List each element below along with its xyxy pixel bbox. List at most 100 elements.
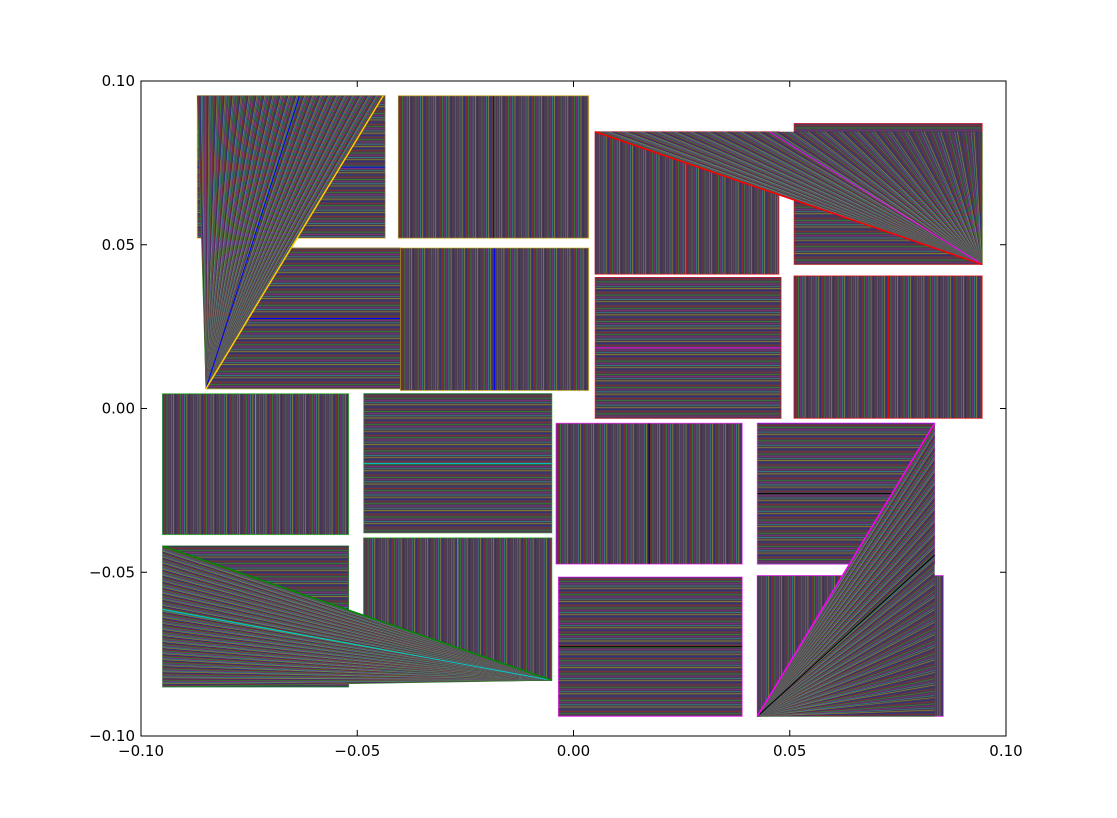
ray-line [757, 661, 935, 717]
y-tick-label: −0.05 [89, 563, 135, 581]
plot-area [162, 95, 983, 717]
ray-line [757, 680, 935, 717]
ray-line [896, 131, 983, 265]
ray-line [757, 653, 935, 717]
ray-line [901, 131, 983, 265]
hatch-panel-13 [555, 422, 743, 565]
ray-line [757, 657, 935, 717]
ray-line [757, 676, 935, 717]
y-tick-label: 0.00 [102, 400, 135, 418]
panel-outline [793, 275, 983, 419]
ray-line [757, 615, 935, 717]
ray-line [757, 705, 935, 717]
ray-line [757, 626, 935, 717]
fan-edge-line [205, 95, 384, 390]
ray-line [970, 131, 983, 265]
ray-line [757, 646, 935, 717]
ray-line [945, 131, 983, 265]
fan-accent-line [756, 554, 935, 717]
ray-line [937, 131, 983, 265]
y-tick-label: 0.05 [102, 236, 135, 254]
ray-line [757, 638, 935, 717]
ray-line [954, 131, 983, 265]
ray-line [757, 711, 935, 717]
ray-line [962, 131, 983, 265]
hatch-panel-8 [793, 275, 983, 419]
ray-line [893, 131, 983, 265]
ray-line [979, 131, 983, 265]
ray-line [940, 131, 983, 265]
ray-line [757, 630, 935, 717]
ray-line [929, 131, 983, 265]
ray-line [757, 628, 935, 717]
panel-outline [555, 422, 743, 565]
ray-line [757, 699, 935, 717]
ray-line [196, 95, 207, 389]
ray-line [757, 678, 935, 717]
ray-line [757, 663, 935, 717]
ray-line [860, 131, 983, 265]
ray-line [885, 131, 983, 265]
ray-line [899, 131, 983, 265]
ray-line [757, 649, 935, 717]
ray-fan-3 [162, 545, 553, 688]
ray-line [857, 131, 983, 265]
y-tick-label: 0.10 [102, 72, 135, 90]
ray-line [757, 669, 935, 717]
ray-line [757, 619, 935, 717]
ray-line [907, 131, 983, 265]
panel-outline [363, 393, 553, 534]
ray-line [876, 131, 983, 265]
hatch-panel-9 [162, 393, 350, 536]
panel-outline [400, 247, 590, 391]
x-tick-label: 0.10 [989, 742, 1022, 760]
ray-line [868, 131, 983, 265]
ray-line [923, 131, 983, 265]
ray-line [976, 131, 983, 265]
ray-line [757, 709, 935, 717]
ray-line [757, 651, 935, 717]
ray-line [849, 131, 983, 265]
ray-line [840, 131, 983, 265]
ray-line [921, 131, 983, 265]
ray-line [882, 131, 983, 265]
ray-fan-4 [756, 422, 936, 717]
ray-line [890, 131, 983, 265]
ray-line [757, 693, 935, 717]
ray-line [904, 131, 983, 265]
ray-fan-1 [196, 95, 384, 390]
ray-line [865, 131, 983, 265]
ray-line [838, 131, 983, 265]
ray-line [915, 131, 983, 265]
y-axis: −0.10 −0.05 0.00 0.05 0.10 [89, 72, 1006, 745]
ray-line [757, 707, 935, 717]
ray-line [910, 131, 983, 265]
ray-line [846, 131, 983, 265]
ray-line [932, 131, 983, 265]
fan-edge-line [162, 545, 553, 682]
ray-line [757, 697, 935, 717]
panel-outline [397, 95, 590, 239]
panel-outline [594, 277, 782, 419]
fan-edge-line [756, 422, 936, 717]
fan-accent-line [769, 131, 983, 265]
ray-line [162, 680, 552, 688]
ray-line [757, 621, 935, 717]
ray-line [757, 623, 935, 717]
ray-line [951, 131, 983, 265]
ray-line [757, 634, 935, 717]
ray-line [854, 131, 983, 265]
ray-line [843, 131, 983, 265]
fan-accent-line [162, 608, 552, 681]
ray-line [968, 131, 983, 265]
ray-line [965, 131, 983, 265]
ray-line [757, 642, 935, 717]
ray-line [757, 690, 935, 717]
ray-line [757, 713, 935, 717]
fan-accent-line [205, 95, 300, 390]
ray-line [757, 703, 935, 717]
ray-line [757, 682, 935, 717]
ray-line [757, 644, 935, 717]
ray-line [757, 665, 935, 717]
